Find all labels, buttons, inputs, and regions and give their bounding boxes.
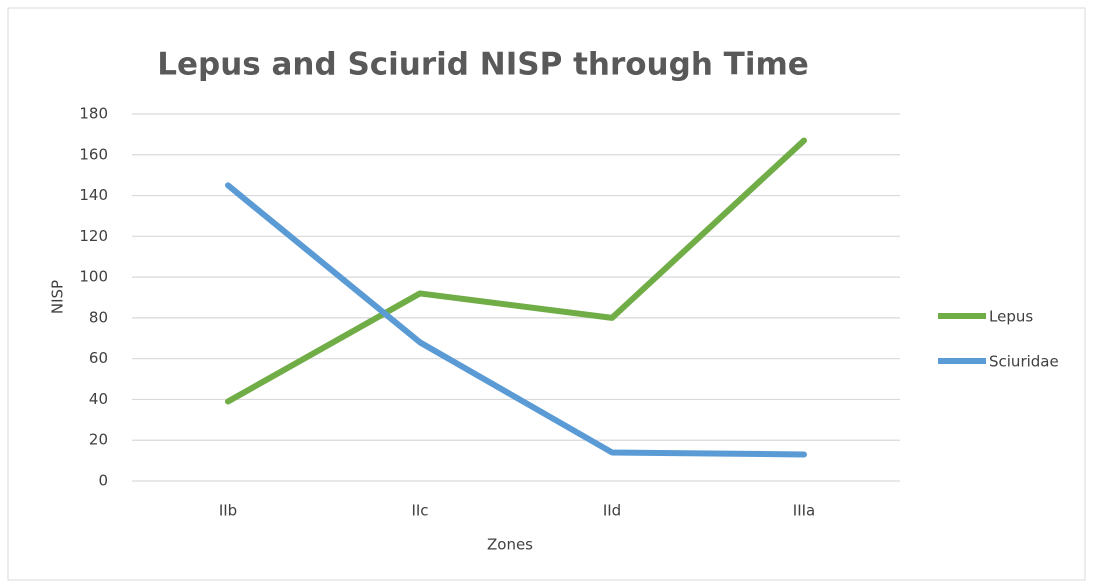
y-tick-label: 80 <box>89 308 108 326</box>
x-tick-label: IId <box>603 502 621 520</box>
data-line <box>225 137 807 405</box>
y-tick-label: 20 <box>89 431 108 449</box>
y-axis-label: NISP <box>49 280 67 314</box>
chart-frame <box>7 7 1086 581</box>
x-tick-label: IIc <box>411 502 428 520</box>
x-axis-label: Zones <box>487 536 533 554</box>
chart-title: Lepus and Sciurid NISP through Time <box>157 47 809 83</box>
y-tick-label: 140 <box>79 186 108 204</box>
x-tick-label: IIb <box>219 502 237 520</box>
y-tick-label: 0 <box>98 472 108 490</box>
legend-label: Lepus <box>989 308 1033 326</box>
y-tick-label: 120 <box>79 227 108 245</box>
data-line <box>225 182 807 458</box>
y-tick-label: 40 <box>89 390 108 408</box>
x-tick-label: IIIa <box>793 502 815 520</box>
y-tick-label: 100 <box>79 268 108 286</box>
legend-label: Sciuridae <box>989 353 1059 371</box>
y-tick-label: 160 <box>79 145 108 163</box>
y-tick-label: 180 <box>79 105 108 123</box>
y-tick-label: 60 <box>89 349 108 367</box>
